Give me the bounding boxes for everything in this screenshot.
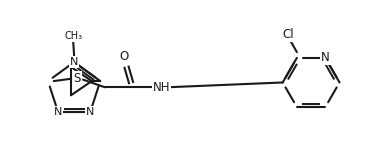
Text: NH: NH [153,81,170,94]
Text: S: S [74,72,81,85]
Text: N: N [70,57,78,67]
Text: CH₃: CH₃ [64,31,82,41]
Text: O: O [120,50,129,63]
Text: Cl: Cl [282,28,294,41]
Text: N: N [54,107,62,117]
Text: N: N [321,51,330,64]
Text: N: N [86,107,94,117]
